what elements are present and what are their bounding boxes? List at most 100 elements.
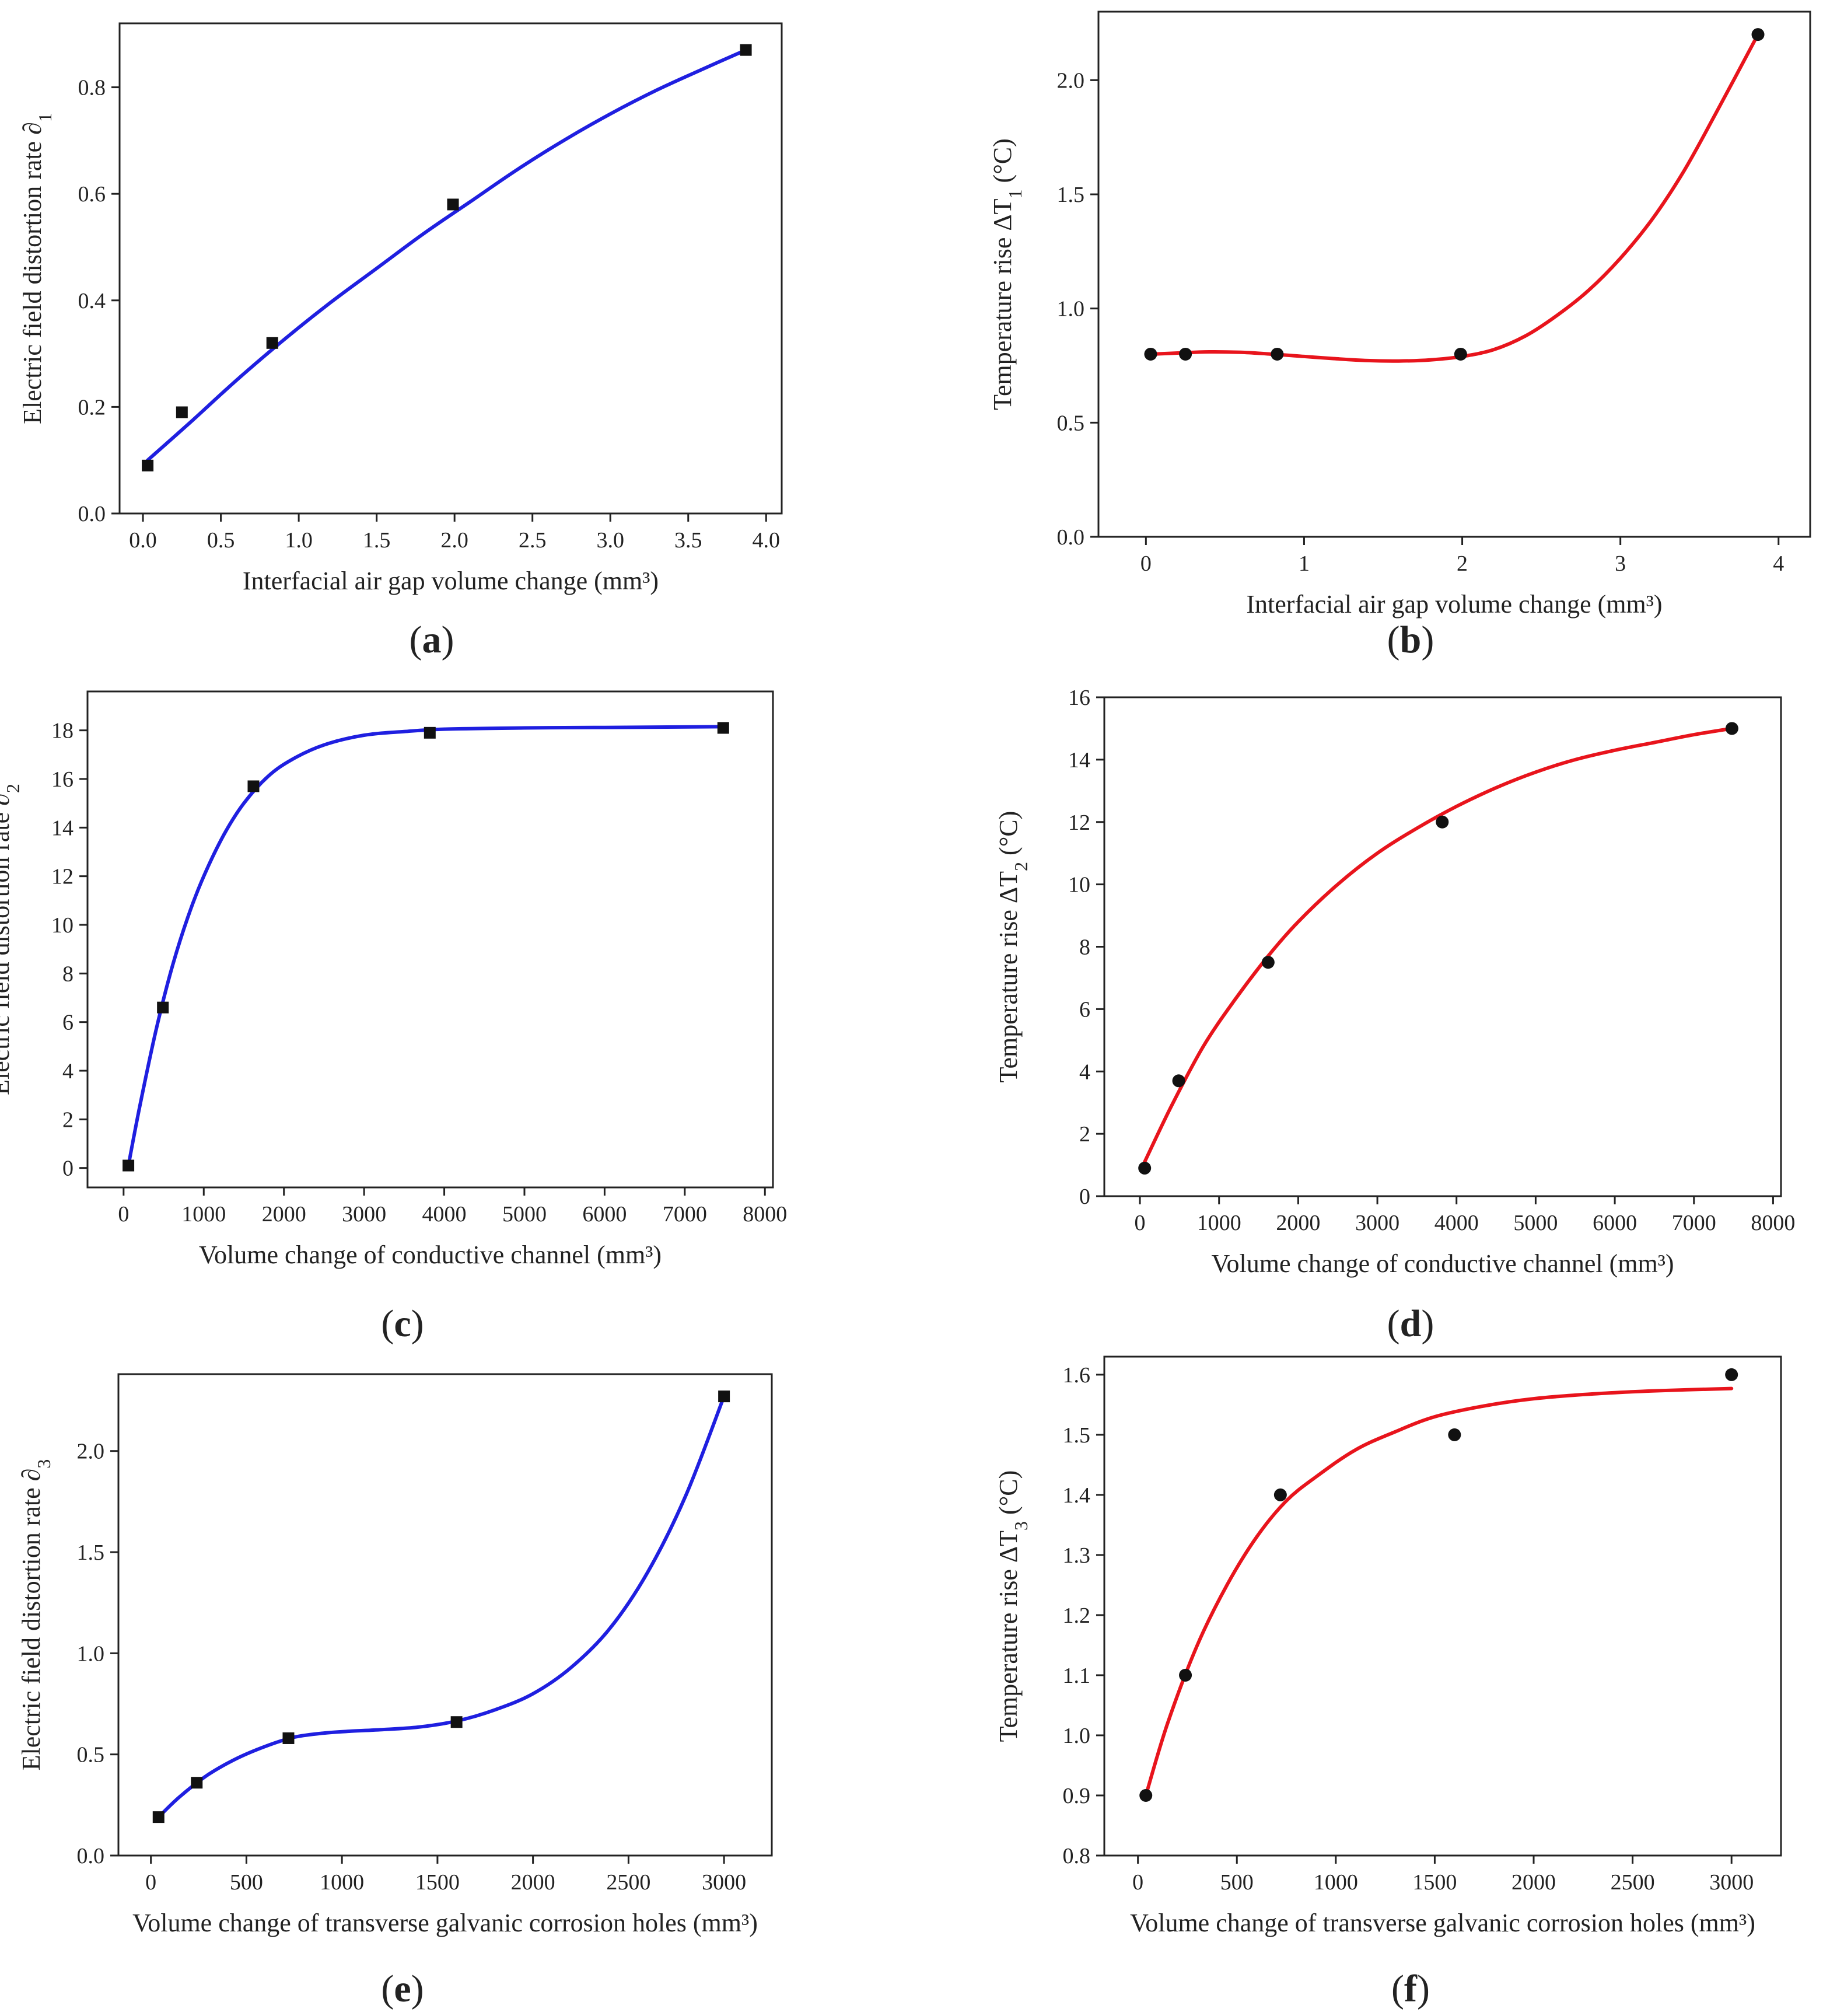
x-axis-label-a: Interfacial air gap volume change (mm³) xyxy=(243,567,659,595)
data-point-c xyxy=(424,726,436,739)
y-axis-label-b: Temperature rise ΔT1 (°C) xyxy=(988,138,1026,410)
fit-curve-d xyxy=(1143,726,1734,1164)
y-tick-label-f: 1.1 xyxy=(1063,1664,1091,1688)
chart-panel-c: 0 1000 2000 3000 4000 5000 6000 7000 8000 0 2 4 6 8 10… xyxy=(0,690,787,1345)
y-tick-label-c: 16 xyxy=(51,767,74,792)
plot-frame-b xyxy=(1097,11,1811,538)
x-tick-label-c: 2000 xyxy=(262,1202,306,1227)
panel-label-open-paren: ( xyxy=(381,1302,394,1345)
data-point-e xyxy=(152,1811,165,1823)
plot-frame-c xyxy=(86,690,774,1189)
data-point-c xyxy=(247,780,260,792)
panel-label-letter-f: f xyxy=(1404,1968,1418,2010)
data-point-e xyxy=(282,1732,295,1744)
fit-curve-b xyxy=(1149,33,1760,363)
panel-label-open-paren: ( xyxy=(410,619,422,661)
data-point-d xyxy=(1725,722,1738,735)
x-tick-label-e: 2000 xyxy=(511,1870,555,1895)
x-tick-label-a: 4.0 xyxy=(753,528,781,553)
data-point-a xyxy=(176,406,188,418)
y-tick-label-e: 2.0 xyxy=(77,1439,105,1464)
y-axis-label-sub-c: 2 xyxy=(2,784,23,793)
y-tick-label-e: 1.5 xyxy=(77,1540,105,1565)
y-axis-label-text-e: Electric field distortion rate ∂ xyxy=(17,1469,46,1771)
panel-label-close-paren: ) xyxy=(442,619,454,661)
x-tick-label-d: 6000 xyxy=(1593,1211,1637,1235)
x-tick-label-e: 3000 xyxy=(702,1870,746,1895)
y-tick-label-f: 1.4 xyxy=(1063,1483,1091,1508)
y-axis-label-text-f: Temperature rise ΔT xyxy=(994,1531,1023,1742)
y-tick-label-b: 0.0 xyxy=(1057,525,1085,550)
y-tick-label-d: 16 xyxy=(1068,686,1090,710)
data-point-d xyxy=(1436,815,1449,829)
x-tick-label-a: 0.0 xyxy=(129,528,157,553)
data-point-a xyxy=(447,198,459,211)
data-point-b xyxy=(1454,347,1467,361)
y-tick-label-c: 14 xyxy=(51,816,74,840)
y-tick-label-c: 0 xyxy=(62,1157,74,1181)
y-axis-label-a: Electric field distortion rate ∂1 xyxy=(18,113,55,424)
chart-panel-a: 0.0 0.5 1.0 1.5 2.0 2.5 3.0 3.5 4.0 0.0 0.2 0.4 0.6 0… xyxy=(18,22,783,661)
data-point-a xyxy=(142,459,154,471)
x-tick-label-d: 4000 xyxy=(1434,1211,1479,1235)
x-tick-label-d: 5000 xyxy=(1513,1211,1558,1235)
x-axis-label-e: Volume change of transverse galvanic cor… xyxy=(132,1909,758,1937)
x-tick-label-c: 5000 xyxy=(502,1202,547,1227)
x-tick-label-a: 1.5 xyxy=(363,528,391,553)
y-axis-label-suffix-f: (°C) xyxy=(994,1470,1023,1521)
panel-label-letter-e: e xyxy=(394,1968,411,2010)
y-tick-label-b: 0.5 xyxy=(1057,411,1085,435)
x-tick-label-d: 1000 xyxy=(1197,1211,1241,1235)
y-axis-label-d: Temperature rise ΔT2 (°C) xyxy=(994,811,1031,1083)
x-tick-label-c: 0 xyxy=(118,1202,129,1227)
y-tick-label-d: 12 xyxy=(1068,810,1090,835)
data-point-e xyxy=(718,1390,730,1403)
y-tick-label-d: 6 xyxy=(1079,997,1090,1022)
x-axis-label-c: Volume change of conductive channel (mm³… xyxy=(199,1241,662,1269)
x-tick-label-b: 2 xyxy=(1457,551,1468,576)
y-tick-label-c: 4 xyxy=(62,1059,74,1084)
data-point-d xyxy=(1261,956,1275,969)
data-point-a xyxy=(740,44,752,56)
y-tick-label-b: 1.5 xyxy=(1057,183,1085,207)
y-tick-label-f: 1.3 xyxy=(1063,1543,1091,1568)
x-tick-label-e: 1000 xyxy=(320,1870,364,1895)
data-point-f xyxy=(1448,1428,1461,1441)
y-tick-label-c: 12 xyxy=(51,865,74,889)
y-tick-label-d: 14 xyxy=(1068,748,1090,773)
x-axis-label-f: Volume change of transverse galvanic cor… xyxy=(1130,1909,1755,1937)
data-point-e xyxy=(191,1777,203,1789)
x-tick-label-a: 2.0 xyxy=(440,528,468,553)
y-tick-label-b: 2.0 xyxy=(1057,68,1085,93)
y-tick-label-d: 10 xyxy=(1068,873,1090,897)
x-tick-label-b: 3 xyxy=(1615,551,1626,576)
y-axis-label-suffix-d: (°C) xyxy=(994,811,1023,862)
data-point-d xyxy=(1172,1074,1185,1088)
x-tick-label-e: 2500 xyxy=(606,1870,650,1895)
y-tick-label-e: 1.0 xyxy=(77,1641,105,1666)
y-axis-label-text-b: Temperature rise ΔT xyxy=(988,198,1017,410)
y-tick-label-d: 8 xyxy=(1079,935,1090,960)
x-tick-label-f: 0 xyxy=(1132,1870,1143,1895)
fit-curve-e xyxy=(156,1395,726,1819)
y-axis-label-text-a: Electric field distortion rate ∂ xyxy=(18,122,47,424)
panel-label-b: (b) xyxy=(1387,619,1434,661)
x-tick-label-c: 4000 xyxy=(422,1202,467,1227)
y-tick-label-f: 1.0 xyxy=(1063,1724,1091,1748)
panel-label-open-paren: ( xyxy=(381,1968,394,2010)
panel-label-close-paren: ) xyxy=(1421,1302,1434,1345)
x-tick-label-f: 3000 xyxy=(1709,1870,1754,1895)
x-tick-label-f: 2500 xyxy=(1611,1870,1655,1895)
y-tick-label-f: 1.6 xyxy=(1063,1363,1091,1388)
panel-label-open-paren: ( xyxy=(1387,619,1400,661)
panel-label-letter-c: c xyxy=(394,1302,411,1345)
y-tick-label-f: 0.9 xyxy=(1063,1784,1091,1808)
y-axis-label-c: Electric field distortion rate ∂2 xyxy=(0,784,23,1095)
y-axis-label-suffix-b: (°C) xyxy=(988,138,1017,189)
y-axis-label-sub-b: 1 xyxy=(1005,189,1026,198)
y-tick-label-c: 2 xyxy=(62,1107,74,1132)
fit-curve-f xyxy=(1144,1386,1734,1797)
y-tick-label-f: 1.5 xyxy=(1063,1423,1091,1448)
